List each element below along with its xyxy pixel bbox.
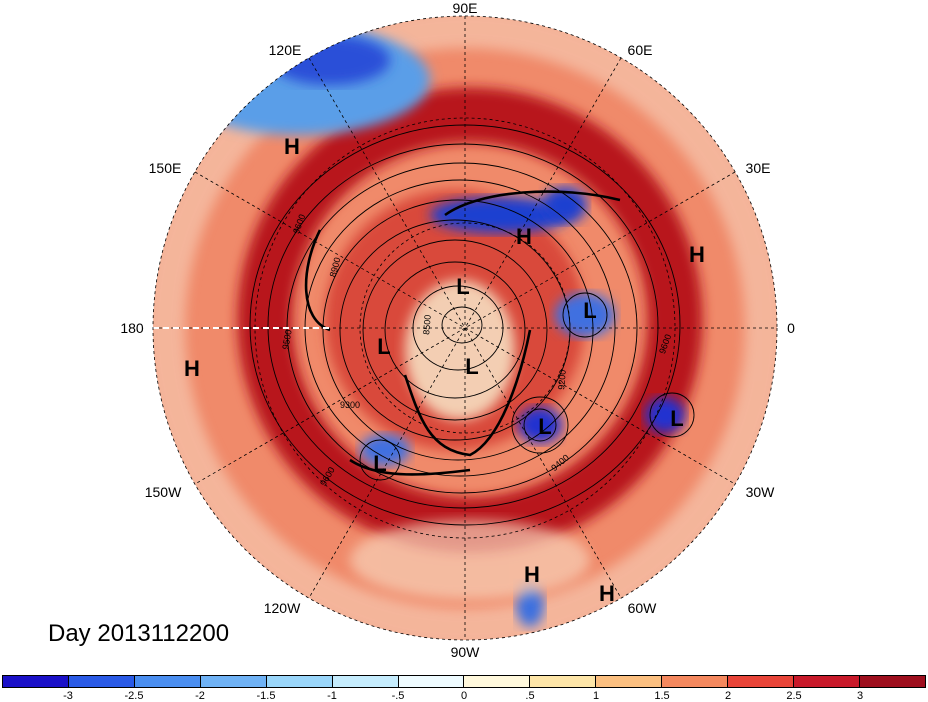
anomaly-blue-arctic2 xyxy=(543,187,587,223)
high-pressure-marker: H xyxy=(524,562,540,587)
colorbar-swatch xyxy=(662,676,729,687)
contour-label: 9300 xyxy=(340,400,360,410)
colorbar-swatch xyxy=(332,676,399,687)
lon-label-30w: 30W xyxy=(745,484,775,500)
pressure-center-layer: H H H H H H L L L L L L L xyxy=(184,134,705,606)
colorbar-tick-label: 1 xyxy=(592,690,600,702)
map-border xyxy=(152,15,778,641)
lon-label-60e: 60E xyxy=(627,42,653,58)
low-pressure-marker: L xyxy=(377,334,390,359)
lon-label-90w: 90W xyxy=(450,644,480,660)
lon-label-180: 180 xyxy=(120,320,144,336)
lon-label-150w: 150W xyxy=(144,484,182,500)
contour-label: 8500 xyxy=(421,314,433,335)
low-pressure-marker: L xyxy=(583,298,596,323)
lon-label-120w: 120W xyxy=(263,600,301,616)
colorbar-swatch xyxy=(728,676,795,687)
colorbar xyxy=(2,675,926,688)
lon-label-60w: 60W xyxy=(627,600,657,616)
lon-label-90e: 90E xyxy=(452,0,478,16)
anomaly-pale-south xyxy=(350,520,590,600)
colorbar-swatch xyxy=(530,676,597,687)
low-pressure-marker: L xyxy=(538,414,551,439)
colorbar-swatch xyxy=(200,676,267,687)
colorbar-tick-label: .5 xyxy=(525,690,535,702)
anomaly-blue-arctic xyxy=(430,197,570,233)
colorbar-tick-label: -.5 xyxy=(391,690,405,702)
lon-label-0: 0 xyxy=(787,320,795,336)
colorbar-tick-label: -3 xyxy=(63,690,73,702)
low-pressure-marker: L xyxy=(373,451,386,476)
low-pressure-marker: L xyxy=(465,354,478,379)
colorbar-swatch xyxy=(859,676,925,687)
colorbar-tick-label: 2 xyxy=(724,690,732,702)
contour-label: 9200 xyxy=(556,369,568,390)
colorbar-tick-label: 1.5 xyxy=(654,690,670,702)
colorbar-swatch xyxy=(134,676,201,687)
anomaly-blue-east xyxy=(645,397,685,433)
high-pressure-marker: H xyxy=(689,242,705,267)
jet-contours xyxy=(304,190,621,476)
lon-label-150e: 150E xyxy=(148,160,182,176)
colorbar-swatch xyxy=(794,676,860,687)
colorbar-swatch xyxy=(266,676,333,687)
colorbar-swatch xyxy=(68,676,135,687)
anomaly-pale-center xyxy=(405,280,515,420)
colorbar-swatch xyxy=(398,676,465,687)
anomaly-blue-atlantic xyxy=(518,407,562,443)
colorbar-labels: -3 -2.5 -2 -1.5 -1 -.5 0 .5 1 1.5 2 2.5 3 xyxy=(2,690,926,702)
colorbar-swatch xyxy=(596,676,663,687)
colorbar-tick-label: 3 xyxy=(856,690,864,702)
high-pressure-marker: H xyxy=(284,134,300,159)
colorbar-tick-label: 2.5 xyxy=(786,690,802,702)
colorbar-swatch xyxy=(464,676,531,687)
colorbar-swatch xyxy=(3,676,69,687)
colorbar-tick-label: -2 xyxy=(195,690,205,702)
low-pressure-marker: L xyxy=(670,406,683,431)
map-title: Day 2013112200 xyxy=(48,620,230,647)
high-pressure-marker: H xyxy=(516,224,532,249)
high-pressure-marker: H xyxy=(599,581,615,606)
high-pressure-marker: H xyxy=(184,356,200,381)
colorbar-tick-label: 0 xyxy=(460,690,468,702)
colorbar-tick-label: -1 xyxy=(327,690,337,702)
lon-label-30e: 30E xyxy=(745,160,771,176)
colorbar-tick-label: -1.5 xyxy=(256,690,276,702)
contour-label: 9500 xyxy=(280,329,293,350)
low-pressure-marker: L xyxy=(456,274,469,299)
colorbar-tick-label: -2.5 xyxy=(124,690,144,702)
lon-label-120e: 120E xyxy=(268,42,302,58)
anomaly-blue-pacific xyxy=(360,434,410,466)
